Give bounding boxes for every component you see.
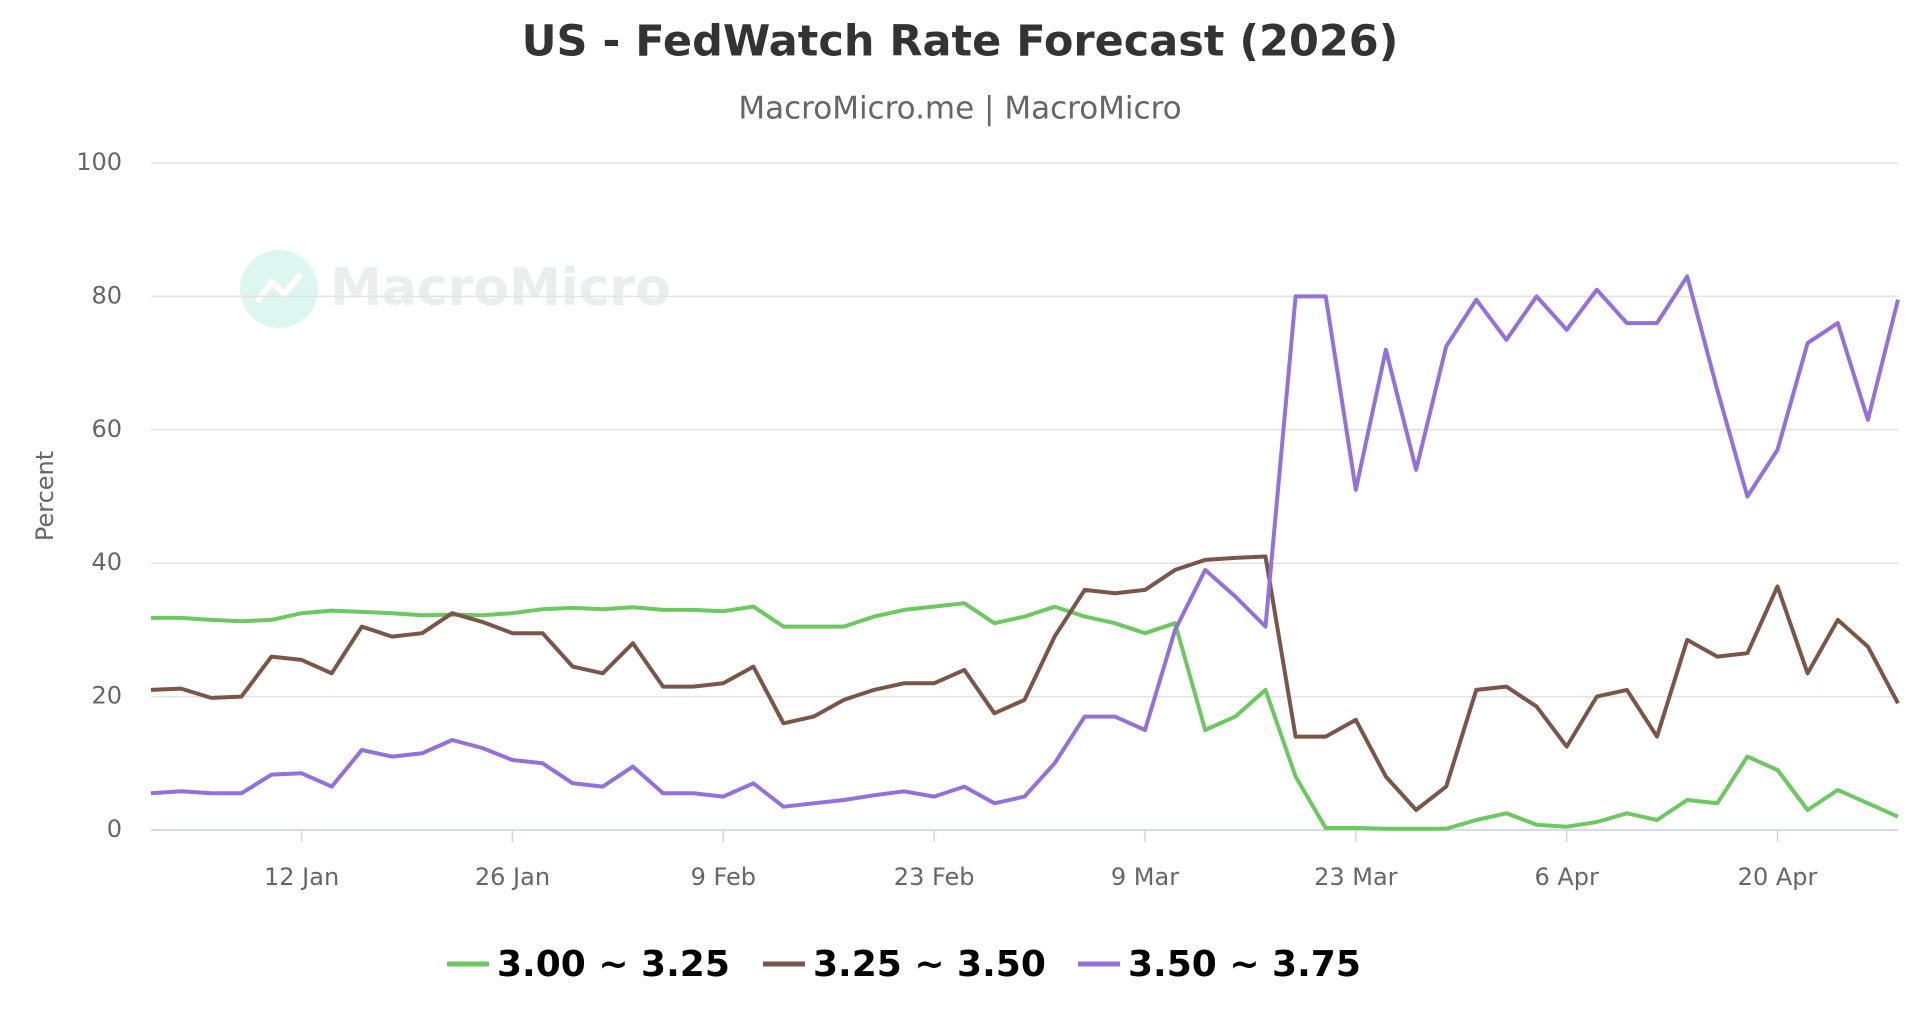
x-tick-label: 9 Feb	[691, 863, 756, 891]
series-line	[150, 274, 1900, 809]
y-tick-label: 60	[91, 415, 122, 443]
y-tick-label: 40	[91, 548, 122, 576]
x-tick-label: 23 Feb	[894, 863, 975, 891]
y-axis-label: Percent	[31, 451, 59, 541]
legend-label: 3.25 ~ 3.50	[813, 944, 1046, 985]
x-tick-label: 23 Mar	[1314, 863, 1398, 891]
x-tick-label: 26 Jan	[475, 863, 550, 891]
chart-title: US - FedWatch Rate Forecast (2026)	[522, 17, 1399, 67]
watermark: MacroMicro	[240, 250, 671, 328]
x-tick-label: 6 Apr	[1534, 863, 1599, 891]
watermark-icon	[254, 272, 304, 304]
x-tick-label: 12 Jan	[264, 863, 339, 891]
x-tick-label: 20 Apr	[1738, 863, 1818, 891]
y-tick-label: 20	[91, 682, 122, 710]
y-tick-label: 100	[76, 148, 122, 176]
y-tick-label: 0	[107, 815, 122, 843]
series-line	[151, 601, 1899, 831]
watermark-text: MacroMicro	[330, 258, 671, 318]
legend-label: 3.50 ~ 3.75	[1128, 944, 1361, 985]
y-tick-label: 80	[91, 281, 122, 309]
legend-item: 3.25 ~ 3.50	[763, 944, 1046, 985]
x-tick-label: 9 Mar	[1111, 863, 1179, 891]
legend-item: 3.00 ~ 3.25	[447, 944, 730, 985]
chart-subtitle: MacroMicro.me | MacroMicro	[738, 91, 1181, 127]
watermark-logo	[240, 250, 318, 328]
series-line	[150, 554, 1900, 812]
legend-item: 3.50 ~ 3.75	[1078, 944, 1361, 985]
legend-label: 3.00 ~ 3.25	[497, 944, 730, 985]
